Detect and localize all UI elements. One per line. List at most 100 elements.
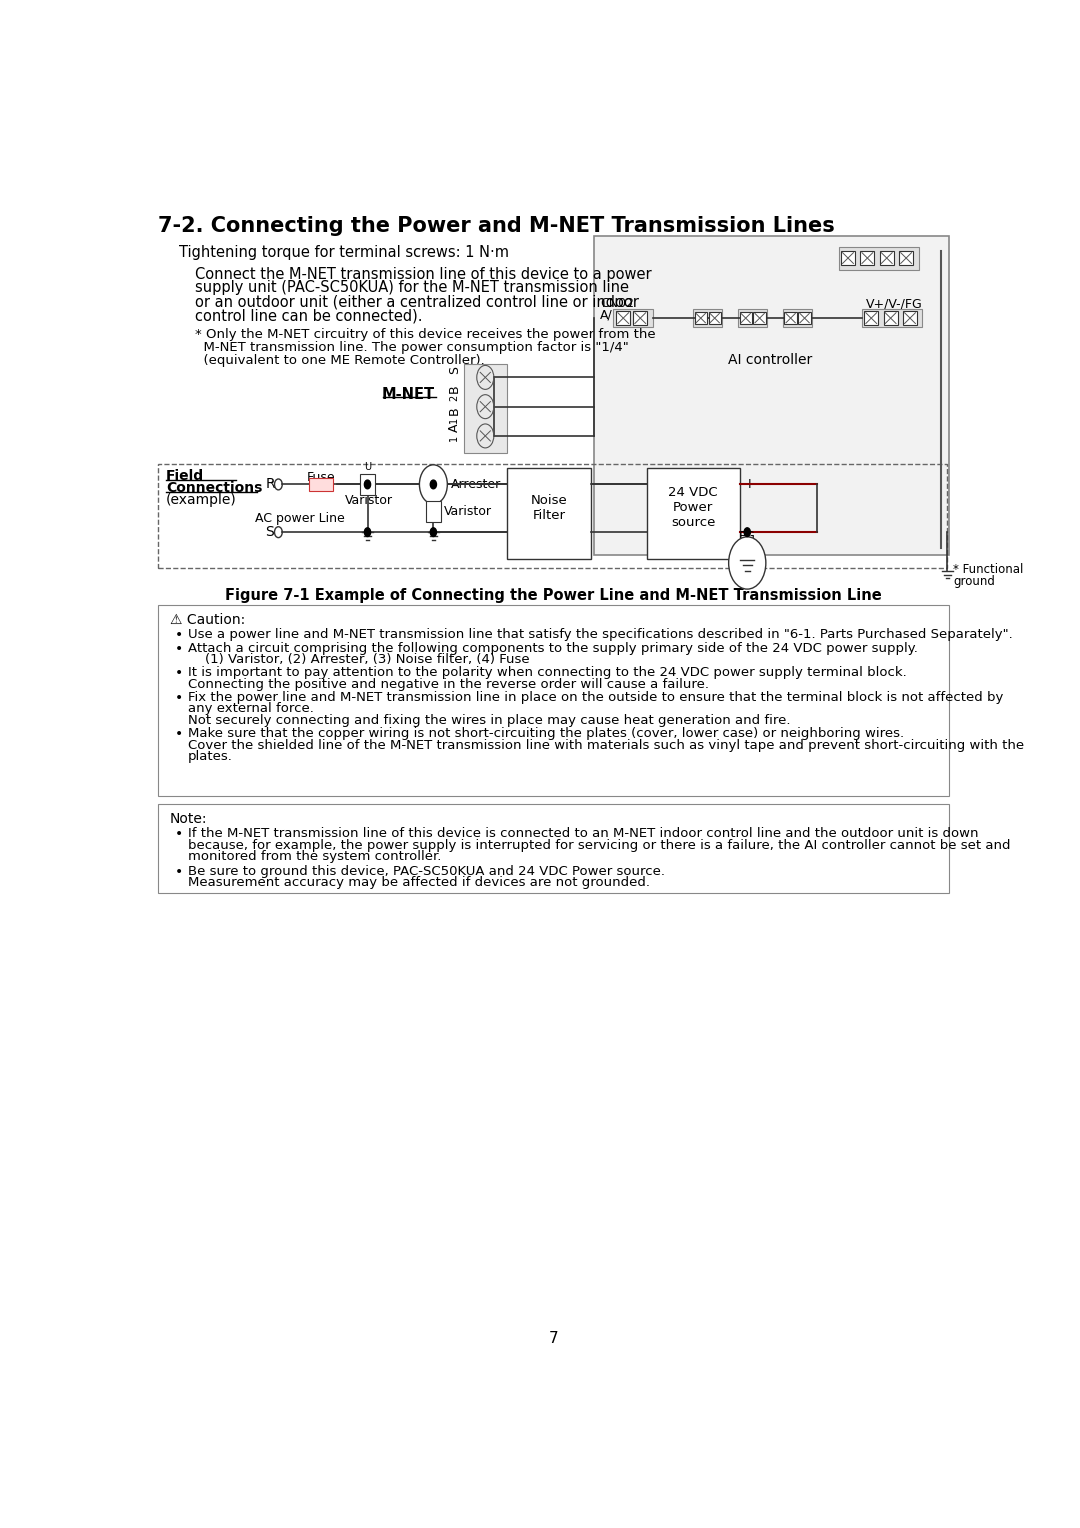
- FancyBboxPatch shape: [900, 251, 913, 264]
- Text: CN02: CN02: [600, 298, 634, 310]
- Text: •: •: [175, 865, 184, 879]
- FancyBboxPatch shape: [464, 364, 507, 452]
- Text: Field: Field: [166, 469, 204, 483]
- Text: (1) Varistor, (2) Arrester, (3) Noise filter, (4) Fuse: (1) Varistor, (2) Arrester, (3) Noise fi…: [188, 652, 529, 666]
- Text: Use a power line and M-NET transmission line that satisfy the specifications des: Use a power line and M-NET transmission …: [188, 628, 1012, 642]
- Text: 2: 2: [449, 396, 459, 402]
- Text: ground: ground: [954, 575, 996, 588]
- Text: It is important to pay attention to the polarity when connecting to the 24 VDC p: It is important to pay attention to the …: [188, 666, 906, 678]
- FancyBboxPatch shape: [647, 468, 740, 559]
- Text: U: U: [364, 461, 372, 472]
- FancyBboxPatch shape: [708, 312, 721, 324]
- Text: A/B/S: A/B/S: [600, 309, 634, 322]
- FancyBboxPatch shape: [159, 804, 948, 892]
- FancyBboxPatch shape: [694, 312, 707, 324]
- Text: 1: 1: [449, 417, 459, 423]
- Text: 1: 1: [449, 434, 459, 440]
- FancyBboxPatch shape: [862, 309, 922, 327]
- FancyBboxPatch shape: [507, 468, 591, 559]
- FancyBboxPatch shape: [880, 251, 894, 264]
- Text: (equivalent to one ME Remote Controller).: (equivalent to one ME Remote Controller)…: [195, 354, 485, 367]
- Text: any external force.: any external force.: [188, 703, 313, 715]
- Text: M-NET: M-NET: [381, 388, 434, 402]
- Text: 7: 7: [549, 1331, 558, 1346]
- Text: U: U: [430, 489, 437, 500]
- Text: B: B: [448, 385, 461, 393]
- FancyBboxPatch shape: [633, 312, 647, 325]
- FancyBboxPatch shape: [738, 309, 768, 327]
- FancyBboxPatch shape: [784, 312, 797, 324]
- Circle shape: [364, 527, 370, 536]
- Text: •: •: [175, 642, 184, 656]
- Text: FG: FG: [739, 530, 756, 542]
- FancyBboxPatch shape: [783, 309, 812, 327]
- Circle shape: [430, 480, 436, 489]
- FancyBboxPatch shape: [693, 309, 723, 327]
- Text: R: R: [266, 477, 274, 492]
- Text: * Functional: * Functional: [954, 562, 1024, 576]
- FancyBboxPatch shape: [309, 478, 334, 490]
- Text: 7-2. Connecting the Power and M-NET Transmission Lines: 7-2. Connecting the Power and M-NET Tran…: [159, 215, 835, 235]
- Text: AI controller: AI controller: [728, 353, 812, 367]
- Text: Fix the power line and M-NET transmission line in place on the outside to ensure: Fix the power line and M-NET transmissio…: [188, 691, 1003, 704]
- Text: Cover the shielded line of the M-NET transmission line with materials such as vi: Cover the shielded line of the M-NET tra…: [188, 738, 1024, 752]
- Text: Fuse: Fuse: [307, 471, 335, 483]
- FancyBboxPatch shape: [740, 312, 752, 324]
- Text: control line can be connected).: control line can be connected).: [195, 309, 423, 322]
- FancyBboxPatch shape: [864, 312, 878, 325]
- FancyBboxPatch shape: [903, 312, 917, 325]
- FancyBboxPatch shape: [613, 309, 653, 327]
- Text: S: S: [448, 367, 461, 374]
- Text: (example): (example): [166, 494, 237, 507]
- Text: B: B: [448, 406, 461, 414]
- FancyBboxPatch shape: [617, 312, 631, 325]
- FancyBboxPatch shape: [861, 251, 875, 264]
- Text: Note:: Note:: [170, 811, 207, 825]
- Circle shape: [419, 465, 447, 504]
- Circle shape: [729, 536, 766, 590]
- Text: Be sure to ground this device, PAC-SC50KUA and 24 VDC Power source.: Be sure to ground this device, PAC-SC50K…: [188, 865, 664, 877]
- Text: M-NET transmission line. The power consumption factor is "1/4": M-NET transmission line. The power consu…: [195, 341, 630, 354]
- Text: Connect the M-NET transmission line of this device to a power: Connect the M-NET transmission line of t…: [195, 266, 652, 281]
- Text: plates.: plates.: [188, 750, 232, 762]
- Text: supply unit (PAC-SC50KUA) for the M-NET transmission line: supply unit (PAC-SC50KUA) for the M-NET …: [195, 280, 630, 295]
- FancyBboxPatch shape: [841, 251, 855, 264]
- Text: Varistor: Varistor: [345, 494, 393, 507]
- Text: or an outdoor unit (either a centralized control line or indoor: or an outdoor unit (either a centralized…: [195, 295, 639, 309]
- Text: Measurement accuracy may be affected if devices are not grounded.: Measurement accuracy may be affected if …: [188, 877, 650, 889]
- Text: •: •: [175, 727, 184, 741]
- Text: 24 VDC
Power
source: 24 VDC Power source: [669, 486, 718, 529]
- FancyBboxPatch shape: [839, 246, 919, 269]
- Text: Not securely connecting and fixing the wires in place may cause heat generation : Not securely connecting and fixing the w…: [188, 714, 791, 727]
- Text: Varistor: Varistor: [444, 504, 492, 518]
- Text: ⚠ Caution:: ⚠ Caution:: [170, 613, 245, 626]
- FancyBboxPatch shape: [426, 501, 441, 523]
- Text: •: •: [175, 628, 184, 642]
- Text: If the M-NET transmission line of this device is connected to an M-NET indoor co: If the M-NET transmission line of this d…: [188, 827, 978, 840]
- Text: Attach a circuit comprising the following components to the supply primary side : Attach a circuit comprising the followin…: [188, 642, 918, 654]
- FancyBboxPatch shape: [159, 605, 948, 796]
- Text: •: •: [175, 827, 184, 840]
- FancyBboxPatch shape: [883, 312, 897, 325]
- FancyBboxPatch shape: [594, 235, 948, 555]
- Text: Arrester: Arrester: [450, 478, 501, 490]
- Circle shape: [744, 527, 751, 536]
- Text: +: +: [743, 477, 755, 490]
- Text: A: A: [448, 423, 461, 432]
- Circle shape: [364, 480, 370, 489]
- Text: V+/V-/FG: V+/V-/FG: [866, 298, 923, 310]
- Circle shape: [430, 527, 436, 536]
- FancyBboxPatch shape: [360, 474, 375, 495]
- Text: •: •: [175, 691, 184, 704]
- Text: S: S: [266, 526, 274, 539]
- Text: Connections: Connections: [166, 481, 262, 495]
- Text: •: •: [175, 666, 184, 680]
- FancyBboxPatch shape: [798, 312, 811, 324]
- Text: Figure 7-1 Example of Connecting the Power Line and M-NET Transmission Line: Figure 7-1 Example of Connecting the Pow…: [225, 588, 882, 602]
- Text: Make sure that the copper wiring is not short-circuiting the plates (cover, lowe: Make sure that the copper wiring is not …: [188, 727, 904, 740]
- Text: Tightening torque for terminal screws: 1 N·m: Tightening torque for terminal screws: 1…: [179, 244, 510, 260]
- Text: AC power Line: AC power Line: [255, 512, 345, 526]
- Text: Noise
Filter: Noise Filter: [530, 494, 567, 521]
- FancyBboxPatch shape: [754, 312, 766, 324]
- Text: because, for example, the power supply is interrupted for servicing or there is : because, for example, the power supply i…: [188, 839, 1010, 851]
